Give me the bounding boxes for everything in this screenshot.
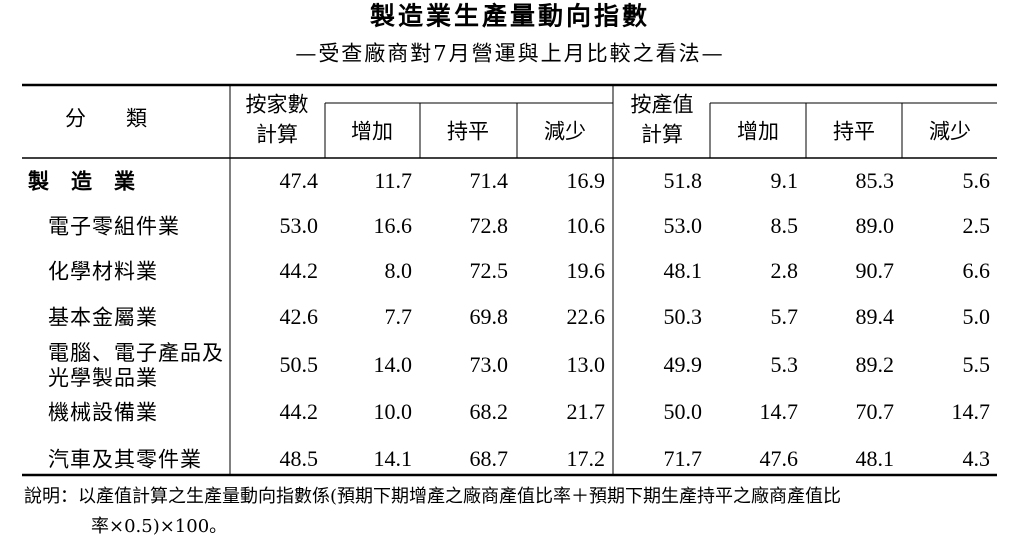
table-rules (22, 83, 997, 477)
column-header: 減少 (544, 120, 586, 144)
cell-value: 89.4 (856, 304, 895, 329)
cell-value: 85.3 (856, 168, 895, 193)
cell-value: 53.0 (664, 213, 703, 238)
cell-value: 71.4 (470, 168, 509, 193)
cell-value: 68.2 (470, 399, 509, 424)
cell-value: 2.8 (771, 258, 799, 283)
title: 製造業生產量動向指數 (369, 2, 650, 31)
cell-value: 21.7 (567, 399, 606, 424)
cell-value: 47.4 (280, 168, 319, 193)
cell-value: 49.9 (664, 352, 703, 377)
cell-value: 14.7 (952, 399, 991, 424)
cell-value: 50.5 (280, 352, 319, 377)
cell-value: 72.5 (470, 258, 509, 283)
row-label: 基本金屬業 (48, 306, 158, 330)
cell-value: 19.6 (567, 258, 606, 283)
cell-value: 48.1 (664, 258, 703, 283)
cell-value: 70.7 (856, 399, 895, 424)
cell-value: 5.0 (963, 304, 991, 329)
cell-value: 48.5 (280, 446, 319, 471)
cell-value: 90.7 (856, 258, 895, 283)
row-label: 製造業 (27, 169, 157, 194)
cell-value: 14.1 (374, 446, 413, 471)
cell-value: 51.8 (664, 168, 703, 193)
column-header: 持平 (833, 120, 875, 144)
cell-value: 8.0 (385, 258, 413, 283)
cell-value: 68.7 (470, 446, 509, 471)
cell-value: 16.6 (374, 213, 413, 238)
cell-value: 48.1 (856, 446, 895, 471)
row-label: 光學製品業 (48, 366, 158, 390)
cell-value: 14.0 (374, 352, 413, 377)
row-label: 電腦、電子產品及 (48, 341, 224, 365)
cell-value: 72.8 (470, 213, 509, 238)
cell-value: 10.0 (374, 399, 413, 424)
cell-value: 10.6 (567, 213, 606, 238)
group-header: 計算 (641, 123, 683, 147)
cell-value: 69.8 (470, 304, 509, 329)
cell-value: 2.5 (963, 213, 991, 238)
cell-value: 89.0 (856, 213, 895, 238)
row-label: 電子零組件業 (48, 215, 180, 239)
cell-value: 6.6 (963, 258, 991, 283)
cell-value: 5.6 (963, 168, 991, 193)
column-header: 增加 (351, 120, 393, 144)
cell-value: 13.0 (567, 352, 606, 377)
cell-value: 50.3 (664, 304, 703, 329)
category-header: 分類 (65, 107, 187, 131)
subtitle: —受查廠商對7月營運與上月比較之看法— (295, 42, 724, 66)
cell-value: 7.7 (385, 304, 413, 329)
row-label: 汽車及其零件業 (48, 448, 202, 472)
column-header: 減少 (929, 120, 971, 144)
cell-value: 8.5 (771, 213, 799, 238)
cell-value: 44.2 (280, 399, 319, 424)
cell-value: 53.0 (280, 213, 319, 238)
cell-value: 73.0 (470, 352, 509, 377)
cell-value: 11.7 (374, 168, 412, 193)
group-header: 計算 (256, 123, 298, 147)
cell-value: 5.7 (771, 304, 799, 329)
note: 說明：以產值計算之生產量動向指數係(預期下期增產之廠商產值比率＋預期下期生產持平… (24, 485, 841, 507)
column-header: 增加 (737, 120, 779, 144)
cell-value: 44.2 (280, 258, 319, 283)
cell-value: 5.3 (771, 352, 799, 377)
cell-value: 89.2 (856, 352, 895, 377)
cell-value: 42.6 (280, 304, 319, 329)
column-header: 持平 (447, 120, 489, 144)
row-label: 化學材料業 (48, 260, 158, 284)
cell-value: 14.7 (760, 399, 799, 424)
cell-value: 9.1 (771, 168, 799, 193)
cell-value: 17.2 (567, 446, 606, 471)
cell-value: 71.7 (664, 446, 703, 471)
cell-value: 4.3 (963, 446, 991, 471)
cell-value: 5.5 (963, 352, 991, 377)
group-header: 按家數 (246, 93, 309, 117)
cell-value: 22.6 (567, 304, 606, 329)
cell-value: 16.9 (567, 168, 606, 193)
cell-value: 50.0 (664, 399, 703, 424)
note: 率×0.5)×100。 (91, 516, 227, 537)
cell-value: 47.6 (760, 446, 799, 471)
group-header: 按產值 (631, 93, 694, 117)
row-label: 機械設備業 (48, 401, 158, 425)
